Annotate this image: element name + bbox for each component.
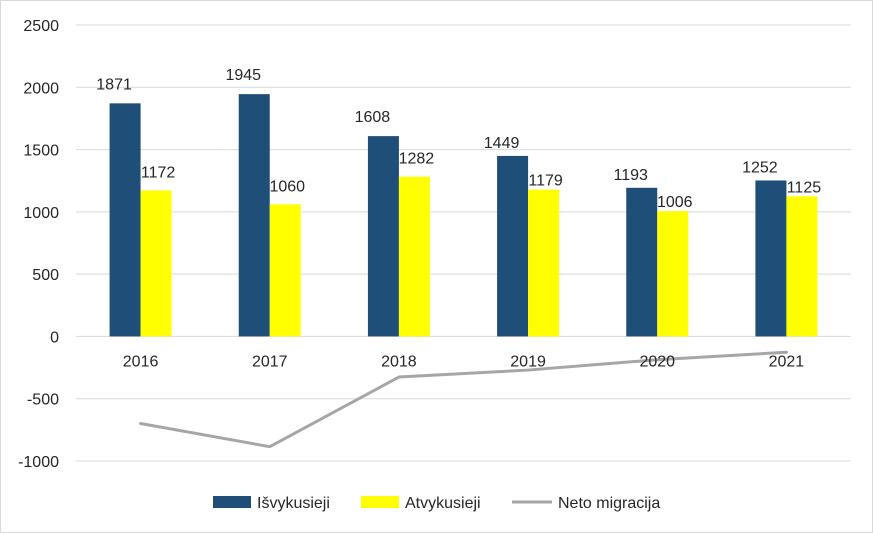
data-labels: 1871 1945 1608 1449 1193 1252 1172 1060 1282 1179… [96, 67, 821, 211]
data-label: 1060 [269, 178, 305, 195]
y-tick-label: 2000 [23, 80, 59, 97]
legend-label: Išvykusieji [257, 495, 330, 512]
bar [238, 94, 270, 337]
y-axis: 2500 2000 1500 1000 500 0 -500 -1000 [18, 18, 59, 471]
y-tick-label: 2500 [23, 18, 59, 35]
legend-label: Atvykusieji [405, 495, 481, 512]
y-tick-label: 500 [32, 267, 59, 284]
data-label: 1945 [225, 67, 261, 84]
data-label: 1282 [399, 151, 435, 168]
x-tick-label: 2017 [252, 353, 288, 370]
bar [497, 155, 529, 337]
bar [657, 211, 689, 337]
net-migration-line [139, 350, 788, 449]
bar [626, 187, 658, 337]
gridlines [76, 24, 851, 462]
x-tick-label: 2019 [510, 353, 546, 370]
y-tick-label: 1500 [23, 143, 59, 160]
bar [367, 136, 399, 337]
series-line [139, 350, 788, 449]
y-tick-label: -500 [27, 392, 59, 409]
y-tick-label: 0 [50, 329, 59, 346]
bar [269, 204, 301, 337]
y-tick-label: -1000 [18, 454, 59, 471]
bar [786, 196, 818, 337]
legend-label: Neto migracija [558, 495, 660, 512]
x-tick-label: 2016 [123, 353, 159, 370]
x-axis: 2016 2017 2018 2019 2020 2021 [123, 353, 805, 370]
bar [528, 189, 560, 337]
data-label: 1871 [96, 76, 132, 93]
data-label: 1449 [484, 135, 520, 152]
legend-swatch [213, 496, 251, 508]
data-label: 1179 [528, 173, 563, 190]
data-label: 1006 [657, 194, 693, 211]
bar [755, 180, 787, 337]
bar [398, 176, 430, 337]
x-tick-label: 2018 [381, 353, 417, 370]
bar [140, 190, 172, 337]
data-label: 1172 [141, 164, 176, 181]
data-label: 1252 [742, 159, 778, 176]
data-label: 1608 [355, 109, 391, 126]
legend: Išvykusieji Atvykusieji Neto migracija [213, 495, 660, 512]
x-tick-label: 2020 [639, 353, 675, 370]
x-tick-label: 2021 [769, 353, 805, 370]
data-label: 1125 [787, 179, 822, 196]
data-label: 1193 [614, 167, 649, 184]
legend-swatch [361, 496, 399, 508]
bars [109, 94, 818, 337]
bar [109, 103, 141, 337]
y-tick-label: 1000 [23, 205, 59, 222]
